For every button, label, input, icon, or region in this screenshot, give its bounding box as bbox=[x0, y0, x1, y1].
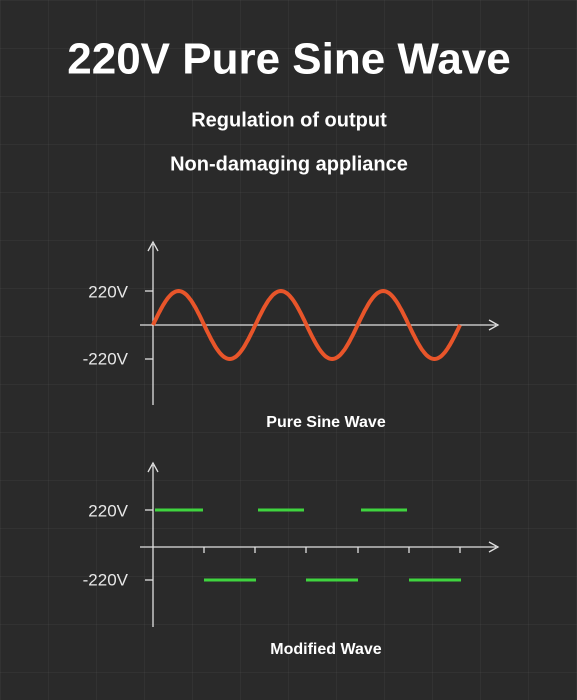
arrow bbox=[147, 240, 159, 252]
y-label: -220V bbox=[83, 349, 129, 368]
y-label: 220V bbox=[88, 282, 128, 301]
sine-wave bbox=[151, 288, 462, 362]
subtitle: Non-damaging appliance bbox=[170, 153, 408, 175]
arrow bbox=[147, 461, 159, 473]
arrow bbox=[488, 319, 500, 331]
caption: Modified Wave bbox=[270, 641, 382, 658]
y-label: 220V bbox=[88, 501, 128, 520]
modified-wave bbox=[155, 508, 461, 582]
subtitle: Regulation of output bbox=[191, 109, 387, 131]
x-ticks bbox=[203, 547, 461, 553]
title: 220V Pure Sine Wave bbox=[67, 35, 510, 84]
caption: Pure Sine Wave bbox=[266, 414, 386, 431]
y-label: -220V bbox=[83, 570, 129, 589]
arrow bbox=[488, 541, 500, 553]
